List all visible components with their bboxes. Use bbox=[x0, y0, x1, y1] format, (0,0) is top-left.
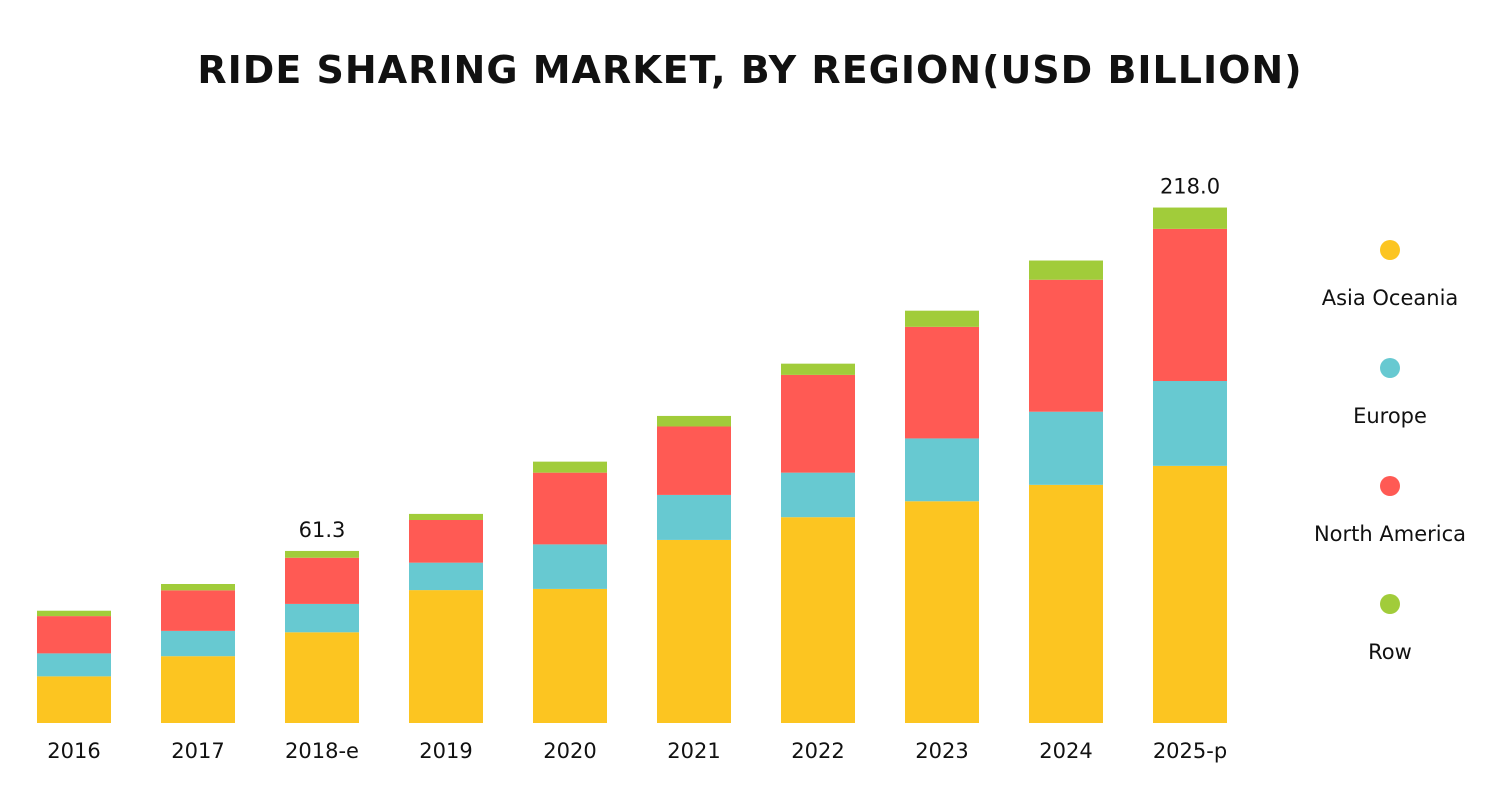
x-tick-label: 2022 bbox=[791, 739, 844, 763]
bar-europe-2025-p bbox=[1153, 381, 1227, 466]
legend-label: North America bbox=[1313, 522, 1467, 546]
bar-europe-2016 bbox=[37, 653, 111, 677]
bar-row-2021 bbox=[657, 415, 731, 427]
bar-north-america-2023 bbox=[905, 326, 979, 439]
bar-asia-oceania-2025-p bbox=[1153, 465, 1227, 723]
bar-row-2017 bbox=[161, 583, 235, 591]
bar-asia-oceania-2021 bbox=[657, 539, 731, 723]
bar-asia-oceania-2020 bbox=[533, 588, 607, 723]
legend-label: Europe bbox=[1353, 404, 1427, 428]
legend-label: Asia Oceania bbox=[1321, 286, 1459, 310]
legend-item-row: Row bbox=[1300, 594, 1480, 664]
bar-europe-2021 bbox=[657, 494, 731, 540]
bar-asia-oceania-2023 bbox=[905, 501, 979, 723]
x-tick-label: 2017 bbox=[171, 739, 224, 763]
bar-europe-2022 bbox=[781, 472, 855, 518]
x-tick-label: 2021 bbox=[667, 739, 720, 763]
legend-label: Row bbox=[1368, 640, 1412, 664]
legend-item-asia-oceania: Asia Oceania bbox=[1300, 240, 1480, 310]
bar-asia-oceania-2018-e bbox=[285, 632, 359, 723]
data-label-2018-e: 61.3 bbox=[299, 518, 346, 542]
data-label-2025-p: 218.0 bbox=[1160, 175, 1220, 199]
bar-asia-oceania-2019 bbox=[409, 590, 483, 723]
bar-europe-2019 bbox=[409, 562, 483, 591]
labels-layer: 2016 2017 2018-e 61.3 2019 2020 2021 2022 2023 20… bbox=[47, 175, 1227, 763]
x-tick-label: 2024 bbox=[1039, 739, 1092, 763]
bar-europe-2024 bbox=[1029, 411, 1103, 485]
legend-item-north-america: North America bbox=[1300, 476, 1480, 546]
bar-north-america-2022 bbox=[781, 374, 855, 473]
chart-title: RIDE SHARING MARKET, BY REGION(USD BILLI… bbox=[197, 48, 1303, 92]
bar-north-america-2024 bbox=[1029, 279, 1103, 412]
bar-asia-oceania-2016 bbox=[37, 676, 111, 723]
bar-asia-oceania-2024 bbox=[1029, 484, 1103, 723]
legend-item-europe: Europe bbox=[1300, 358, 1480, 428]
x-tick-label: 2016 bbox=[47, 739, 100, 763]
bar-north-america-2021 bbox=[657, 426, 731, 495]
bar-europe-2018-e bbox=[285, 603, 359, 633]
bar-row-2025-p bbox=[1153, 207, 1227, 229]
bar-row-2020 bbox=[533, 461, 607, 473]
bar-row-2019 bbox=[409, 513, 483, 521]
x-tick-label: 2023 bbox=[915, 739, 968, 763]
bar-row-2018-e bbox=[285, 550, 359, 558]
bars-layer bbox=[37, 207, 1227, 723]
bar-europe-2023 bbox=[905, 438, 979, 502]
bar-north-america-2019 bbox=[409, 520, 483, 563]
bar-asia-oceania-2022 bbox=[781, 517, 855, 723]
bar-row-2023 bbox=[905, 310, 979, 327]
legend-swatch bbox=[1380, 594, 1400, 614]
bar-north-america-2017 bbox=[161, 590, 235, 631]
bar-europe-2017 bbox=[161, 630, 235, 657]
x-tick-label: 2025-p bbox=[1153, 739, 1227, 763]
bar-north-america-2016 bbox=[37, 616, 111, 654]
bar-north-america-2020 bbox=[533, 472, 607, 545]
legend-swatch bbox=[1380, 476, 1400, 496]
bar-row-2024 bbox=[1029, 260, 1103, 280]
x-tick-label: 2018-e bbox=[285, 739, 359, 763]
legend-swatch bbox=[1380, 240, 1400, 260]
x-tick-label: 2020 bbox=[543, 739, 596, 763]
x-tick-label: 2019 bbox=[419, 739, 472, 763]
bar-row-2016 bbox=[37, 610, 111, 617]
bar-north-america-2025-p bbox=[1153, 228, 1227, 382]
legend-swatch bbox=[1380, 358, 1400, 378]
bar-row-2022 bbox=[781, 363, 855, 375]
bar-north-america-2018-e bbox=[285, 557, 359, 604]
bar-asia-oceania-2017 bbox=[161, 656, 235, 723]
bar-europe-2020 bbox=[533, 544, 607, 589]
